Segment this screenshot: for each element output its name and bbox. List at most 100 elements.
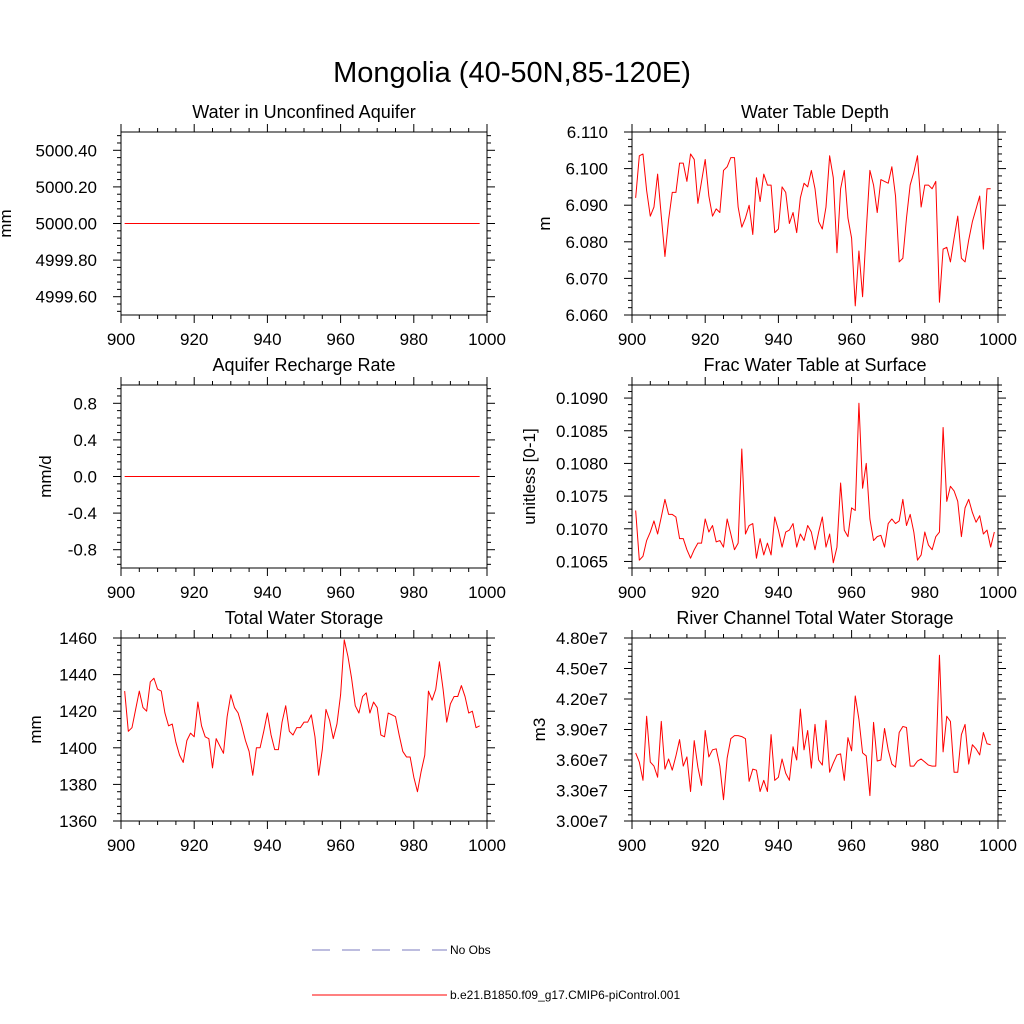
y-tick-label: 0.1075 (556, 487, 608, 506)
chart-panel-4: Frac Water Table at Surface 900 920 940 960 9… (520, 355, 1017, 602)
panel-title: Total Water Storage (225, 608, 383, 628)
x-tick-label: 920 (180, 583, 208, 602)
series-line (635, 402, 995, 564)
panel-title: Water in Unconfined Aquifer (192, 102, 415, 122)
y-tick-label: 0.1065 (556, 552, 608, 571)
series-line (124, 639, 480, 793)
x-tick-label: 1000 (468, 330, 506, 349)
x-tick-label: 920 (691, 330, 719, 349)
y-tick-label: 5000.00 (36, 215, 97, 234)
y-tick-label: 4.50e7 (556, 660, 608, 679)
x-tick-label: 980 (911, 330, 939, 349)
y-tick-label: 0.0 (73, 468, 97, 487)
x-tick-label: 980 (400, 836, 428, 855)
panel-title: Water Table Depth (741, 102, 889, 122)
series-line (635, 153, 991, 307)
y-axis-label: mm (26, 715, 45, 743)
plot-frame (631, 384, 999, 569)
y-tick-label: 0.1080 (556, 454, 608, 473)
legend-label-model: b.e21.B1850.f09_g17.CMIP6-piControl.001 (450, 988, 680, 1002)
x-tick-label: 1000 (468, 836, 506, 855)
x-tick-label: 960 (326, 330, 354, 349)
y-tick-label: 1360 (59, 812, 97, 831)
x-tick-label: 900 (107, 330, 135, 349)
x-tick-label: 900 (107, 836, 135, 855)
x-tick-label: 900 (618, 583, 646, 602)
y-tick-label: -0.8 (68, 541, 97, 560)
y-tick-label: 1460 (59, 629, 97, 648)
y-tick-label: 5000.20 (36, 178, 97, 197)
chart-panel-2: Water Table Depth 900 920 940 960 980 1000 6.06… (535, 102, 1017, 349)
y-tick-label: 3.60e7 (556, 751, 608, 770)
x-tick-label: 940 (253, 836, 281, 855)
y-tick-label: 1440 (59, 666, 97, 685)
plot-frame (631, 131, 999, 316)
y-tick-label: 0.1090 (556, 389, 608, 408)
x-tick-label: 960 (837, 583, 865, 602)
legend-label-no-obs: No Obs (450, 943, 491, 957)
x-tick-label: 940 (253, 583, 281, 602)
y-tick-label: 6.110 (567, 123, 608, 142)
y-axis-label: m (535, 216, 554, 230)
x-tick-label: 960 (837, 330, 865, 349)
legend: No Obs b.e21.B1850.f09_g17.CMIP6-piContr… (312, 943, 680, 1002)
y-tick-label: 0.1070 (556, 520, 608, 539)
y-axis-label: mm (0, 209, 15, 237)
x-tick-label: 1000 (468, 583, 506, 602)
y-tick-label: 3.00e7 (556, 812, 608, 831)
x-tick-label: 980 (400, 330, 428, 349)
y-axis-label: m3 (530, 718, 549, 742)
x-tick-label: 940 (253, 330, 281, 349)
y-tick-label: 1420 (59, 702, 97, 721)
x-tick-label: 980 (400, 583, 428, 602)
y-tick-label: 3.30e7 (556, 782, 608, 801)
y-tick-label: 6.070 (565, 269, 608, 288)
y-tick-label: 4999.60 (36, 288, 97, 307)
y-tick-label: 0.1085 (556, 422, 608, 441)
panel-title: Frac Water Table at Surface (703, 355, 926, 375)
chart-panel-1: Water in Unconfined Aquifer 900 920 940 960 9… (0, 102, 506, 349)
x-tick-label: 920 (691, 583, 719, 602)
y-tick-label: 6.080 (565, 233, 608, 252)
x-tick-label: 960 (837, 836, 865, 855)
y-tick-label: 6.090 (565, 196, 608, 215)
y-tick-label: 4999.80 (36, 251, 97, 270)
x-tick-label: 940 (764, 583, 792, 602)
x-tick-label: 900 (618, 836, 646, 855)
x-tick-label: 900 (618, 330, 646, 349)
chart-panel-5: Total Water Storage 900 920 940 960 980 1000 13… (26, 608, 506, 855)
y-axis-label: mm/d (36, 455, 55, 498)
x-tick-label: 920 (180, 330, 208, 349)
series-line (635, 654, 991, 801)
x-tick-label: 980 (911, 836, 939, 855)
y-tick-label: 6.100 (565, 160, 608, 179)
x-tick-label: 920 (691, 836, 719, 855)
y-axis-label: unitless [0-1] (520, 428, 539, 524)
x-tick-label: 1000 (979, 836, 1017, 855)
y-tick-label: -0.4 (68, 504, 97, 523)
chart-panel-3: Aquifer Recharge Rate 900 920 940 960 980 1000… (36, 355, 506, 602)
y-tick-label: 3.90e7 (556, 721, 608, 740)
x-tick-label: 980 (911, 583, 939, 602)
plot-frame (120, 637, 488, 822)
y-tick-label: 1380 (59, 775, 97, 794)
y-tick-label: 4.20e7 (556, 690, 608, 709)
x-tick-label: 940 (764, 330, 792, 349)
x-tick-label: 1000 (979, 330, 1017, 349)
x-tick-label: 900 (107, 583, 135, 602)
x-tick-label: 940 (764, 836, 792, 855)
y-tick-label: 4.80e7 (556, 629, 608, 648)
chart-panel-6: River Channel Total Water Storage 900 920 9… (530, 608, 1017, 855)
y-tick-label: 5000.40 (36, 141, 97, 160)
y-tick-label: 1400 (59, 739, 97, 758)
x-tick-label: 920 (180, 836, 208, 855)
y-tick-label: 0.4 (73, 431, 97, 450)
y-tick-label: 6.060 (565, 306, 608, 325)
panel-title: River Channel Total Water Storage (676, 608, 953, 628)
x-tick-label: 1000 (979, 583, 1017, 602)
y-tick-label: 0.8 (73, 394, 97, 413)
chart-panels: Water in Unconfined Aquifer 900 920 940 960 9… (0, 102, 1017, 855)
x-tick-label: 960 (326, 583, 354, 602)
main-title: Mongolia (40-50N,85-120E) (333, 57, 691, 89)
